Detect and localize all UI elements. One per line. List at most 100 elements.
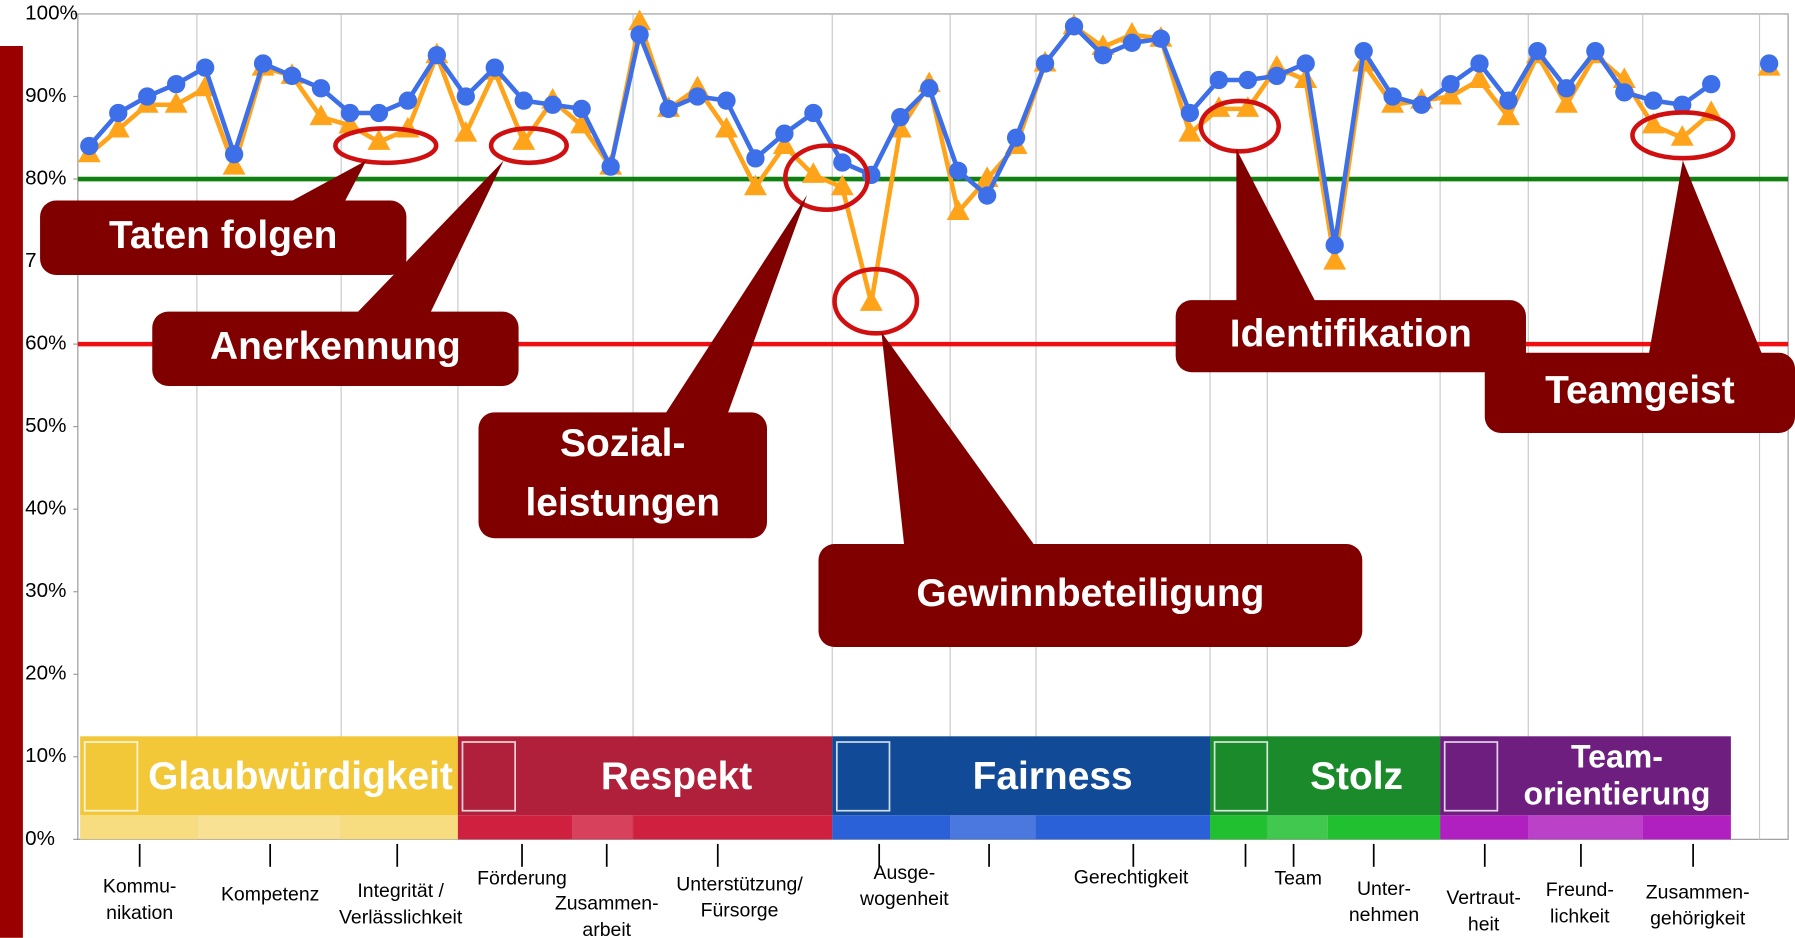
y-tick-label: 7 [25, 249, 36, 272]
marker [1759, 54, 1779, 73]
group-label: Stolz [1310, 755, 1403, 798]
marker [1644, 91, 1663, 110]
category-label: wogenheit [859, 888, 949, 910]
callout-label: Gewinnbeteiligung [916, 572, 1264, 615]
marker [746, 149, 765, 168]
category-label: Fürsorge [701, 900, 779, 922]
group-label: Fairness [973, 755, 1133, 798]
marker [80, 136, 99, 156]
marker [570, 112, 594, 134]
category-label: Unterstützung/ [676, 873, 803, 895]
group-subband [341, 815, 458, 840]
marker [167, 74, 186, 94]
group-icon [1443, 741, 1499, 812]
group-icon [461, 741, 517, 812]
marker [311, 79, 331, 98]
highlight-ellipse [832, 266, 920, 336]
callout-label: Identifikation [1230, 312, 1472, 355]
group-icon [1213, 741, 1269, 812]
group-label: Team- [1571, 739, 1663, 775]
group-subband [572, 815, 634, 840]
marker [398, 91, 418, 110]
marker [106, 116, 130, 138]
callout-label: leistungen [525, 481, 720, 524]
marker [1093, 46, 1113, 65]
group-subband [457, 815, 573, 840]
category-label: lichkeit [1550, 905, 1610, 927]
marker [138, 87, 157, 106]
group-label: Glaubwürdigkeit [148, 755, 453, 798]
marker [1439, 83, 1462, 105]
marker [1180, 103, 1200, 123]
marker [369, 103, 389, 123]
marker [830, 174, 854, 196]
marker [309, 104, 333, 126]
group-subband [1642, 815, 1731, 840]
highlight-ellipse [1198, 98, 1281, 154]
y-tick-label: 100% [25, 1, 78, 24]
marker [1209, 70, 1228, 90]
marker [1702, 74, 1721, 94]
y-tick-label: 10% [25, 744, 66, 767]
category-label: Integrität / [357, 880, 444, 902]
y-tick-label: 90% [25, 84, 66, 107]
marker [801, 162, 825, 183]
group-subband [633, 815, 833, 840]
callout-box [152, 311, 519, 387]
category-label: Team [1274, 868, 1322, 890]
marker [1238, 70, 1257, 90]
marker [833, 153, 852, 172]
y-tick-label: 60% [25, 332, 66, 355]
marker [628, 9, 652, 31]
marker [1615, 83, 1634, 102]
marker [859, 290, 883, 311]
group-label: orientierung [1524, 775, 1711, 811]
marker [717, 91, 736, 110]
group-band [1440, 736, 1731, 816]
group-band [832, 736, 1211, 816]
marker [1670, 125, 1694, 146]
category-label: Ausge- [874, 862, 936, 884]
group-subband [1528, 815, 1643, 840]
marker [804, 103, 823, 123]
marker [1412, 95, 1431, 114]
callout-pointer [663, 194, 808, 416]
group-band [457, 736, 833, 816]
group-subband [1440, 815, 1529, 840]
marker [1528, 41, 1547, 61]
category-label: Zusammen- [555, 893, 659, 915]
marker [688, 87, 707, 106]
marker [454, 121, 478, 142]
marker [340, 103, 360, 123]
callout-pointer [881, 332, 1037, 548]
category-label: Kompetenz [221, 884, 319, 906]
callout-pointer [1236, 149, 1317, 304]
category-label: Verlässlichkeit [339, 906, 463, 928]
marker [659, 99, 678, 119]
category-label: Freund- [1546, 879, 1614, 901]
marker [164, 92, 188, 113]
callout-label: Teamgeist [1545, 369, 1735, 412]
marker [1497, 104, 1520, 126]
y-tick-label: 0% [25, 827, 55, 850]
category-label: Zusammen- [1646, 881, 1750, 903]
marker [1064, 17, 1084, 36]
highlight-ellipse [1630, 110, 1736, 161]
marker [772, 133, 796, 155]
category-label: heit [1468, 913, 1500, 935]
marker [456, 87, 475, 106]
highlight-ellipse [333, 126, 439, 166]
marker [1325, 235, 1344, 255]
marker [512, 129, 536, 150]
marker [1468, 67, 1491, 88]
callout-box [1175, 300, 1526, 373]
group-icon [835, 741, 891, 812]
marker [1035, 54, 1055, 73]
marker [338, 112, 362, 134]
callout-label: Anerkennung [210, 325, 461, 368]
marker [1236, 96, 1260, 117]
marker [1470, 54, 1489, 73]
group-subband [1267, 815, 1328, 840]
callout-label: Sozial- [560, 422, 685, 465]
group-subband [1036, 815, 1211, 840]
